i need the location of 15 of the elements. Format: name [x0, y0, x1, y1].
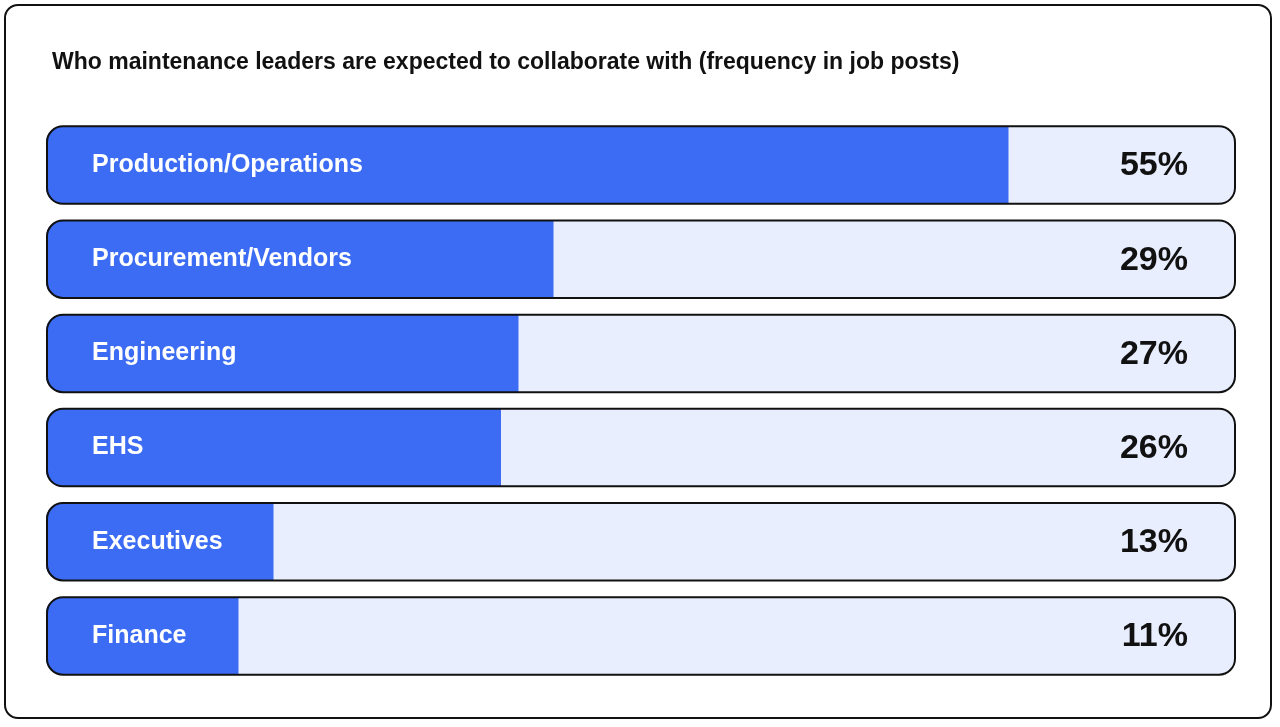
data-label: 27%: [1119, 332, 1188, 371]
y-tick-label: Procurement/Vendors: [92, 243, 352, 272]
bar: [46, 597, 239, 675]
y-tick-label: Finance: [92, 619, 187, 648]
data-label: 13%: [1119, 521, 1188, 560]
y-tick-label: EHS: [92, 431, 144, 460]
y-tick-label: Engineering: [92, 337, 237, 366]
data-label: 29%: [1119, 238, 1188, 277]
bar: [46, 502, 274, 581]
data-label: 11%: [1121, 615, 1188, 654]
y-tick-label: Executives: [92, 525, 223, 554]
chart-title: Who maintenance leaders are expected to collaborate with (frequency in job posts): [52, 48, 960, 75]
y-tick-label: Production/Operations: [92, 148, 363, 177]
data-label: 26%: [1119, 426, 1188, 465]
data-label: 55%: [1119, 144, 1188, 183]
